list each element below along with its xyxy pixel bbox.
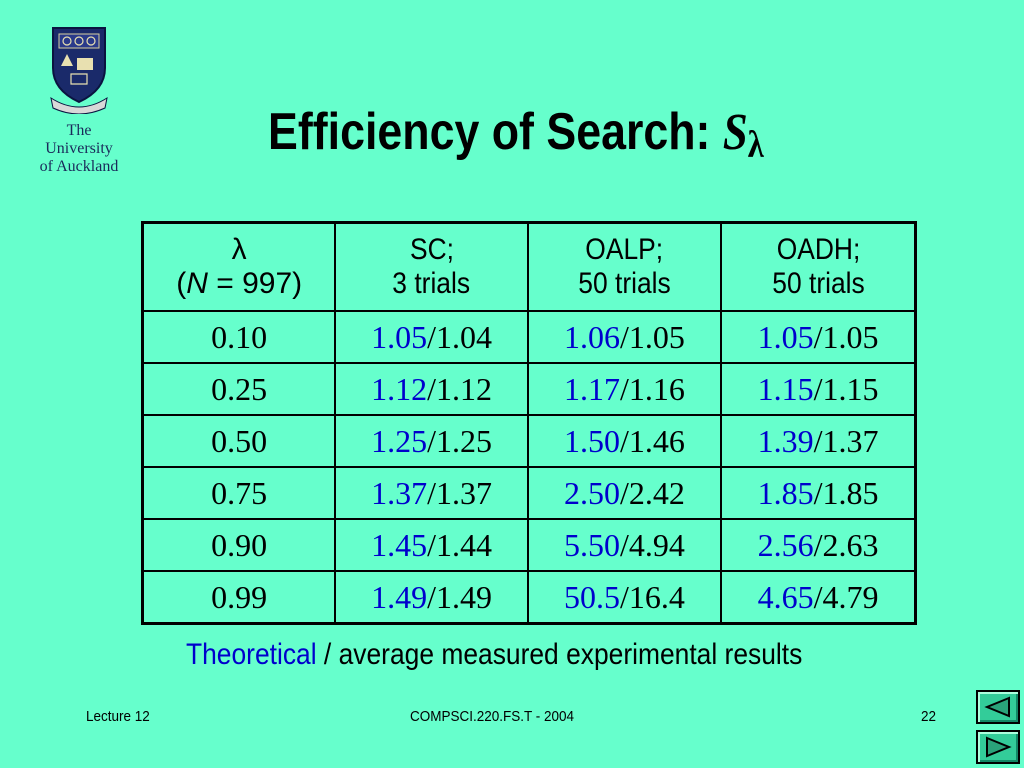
cell-lambda: 0.75 [141,466,337,520]
logo-text-line2: University [45,140,113,157]
header-sc: SC; 3 trials [334,221,529,312]
cell-oalp: 2.50/2.42 [526,466,723,520]
table-header-row: λ (N = 997) SC; 3 trials OALP; 50 trials… [141,221,917,312]
table-row: 0.50 1.25/1.25 1.50/1.46 1.39/1.37 [141,414,917,468]
cell-sc: 1.12/1.12 [334,362,529,416]
slide-title: Efficiency of Search: Sλ [76,102,957,166]
logo-text-line1: The [66,122,92,139]
caption-rest: / average measured experimental results [316,638,803,671]
cell-oalp: 1.17/1.16 [526,362,723,416]
triangle-left-icon [984,696,1010,718]
cell-oadh: 4.65/4.79 [720,570,917,625]
caption-highlight: Theoretical [186,638,317,671]
cell-oadh: 1.39/1.37 [720,414,917,468]
table-row: 0.75 1.37/1.37 2.50/2.42 1.85/1.85 [141,466,917,520]
previous-slide-button[interactable] [976,690,1020,724]
slide-title-subscript: λ [747,124,764,166]
cell-lambda: 0.25 [141,362,337,416]
cell-lambda: 0.99 [141,570,337,625]
cell-oadh: 1.85/1.85 [720,466,917,520]
header-oalp: OALP; 50 trials [526,221,723,312]
footer-lecture: Lecture 12 [86,708,150,725]
cell-oalp: 50.5/16.4 [526,570,723,625]
cell-sc: 1.49/1.49 [334,570,529,625]
slide-title-text: Efficiency of Search: [268,103,723,161]
cell-sc: 1.37/1.37 [334,466,529,520]
header-lambda: λ (N = 997) [141,221,337,312]
university-crest-icon [50,27,108,114]
cell-sc: 1.45/1.44 [334,518,529,572]
table-row: 0.25 1.12/1.12 1.17/1.16 1.15/1.15 [141,362,917,416]
cell-oalp: 1.06/1.05 [526,310,723,364]
university-logo: The University of Auckland [24,24,134,176]
cell-oadh: 2.56/2.63 [720,518,917,572]
footer-page-number: 22 [921,708,937,725]
cell-lambda: 0.90 [141,518,337,572]
cell-oadh: 1.05/1.05 [720,310,917,364]
cell-oalp: 1.50/1.46 [526,414,723,468]
table-row: 0.90 1.45/1.44 5.50/4.94 2.56/2.63 [141,518,917,572]
table-row: 0.10 1.05/1.04 1.06/1.05 1.05/1.05 [141,310,917,364]
cell-oalp: 5.50/4.94 [526,518,723,572]
slide-title-symbol: S [722,104,748,161]
cell-sc: 1.05/1.04 [334,310,529,364]
next-slide-button[interactable] [976,730,1020,764]
cell-sc: 1.25/1.25 [334,414,529,468]
results-table: λ (N = 997) SC; 3 trials OALP; 50 trials… [141,221,917,625]
cell-lambda: 0.10 [141,310,337,364]
table-row: 0.99 1.49/1.49 50.5/16.4 4.65/4.79 [141,570,917,625]
table-caption: Theoretical / average measured experimen… [186,638,802,672]
cell-oadh: 1.15/1.15 [720,362,917,416]
footer-course: COMPSCI.220.FS.T - 2004 [410,708,575,725]
header-oadh: OADH; 50 trials [720,221,917,312]
cell-lambda: 0.50 [141,414,337,468]
logo-text-line3: of Auckland [39,158,119,175]
triangle-right-icon [986,736,1012,758]
